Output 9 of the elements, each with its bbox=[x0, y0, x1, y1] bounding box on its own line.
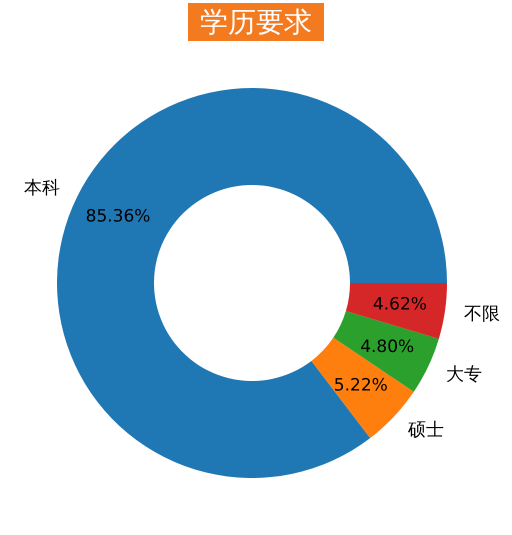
slice-label: 硕士 bbox=[407, 420, 444, 441]
slice-label: 本科 bbox=[24, 177, 60, 198]
chart-title: 学历要求 bbox=[200, 6, 312, 38]
data-label: 85.36% bbox=[86, 206, 150, 227]
slice-label: 不限 bbox=[464, 304, 500, 325]
slice-label: 大专 bbox=[446, 364, 482, 386]
data-label: 5.22% bbox=[334, 376, 388, 396]
data-label: 4.62% bbox=[372, 294, 427, 315]
data-label: 4.80% bbox=[360, 336, 414, 357]
